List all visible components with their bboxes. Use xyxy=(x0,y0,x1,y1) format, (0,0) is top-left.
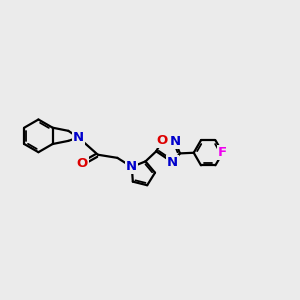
Text: F: F xyxy=(218,146,227,159)
Text: N: N xyxy=(167,156,178,169)
Text: N: N xyxy=(170,135,181,148)
Text: N: N xyxy=(126,160,137,173)
Text: O: O xyxy=(157,134,168,148)
Text: N: N xyxy=(73,131,84,144)
Text: O: O xyxy=(76,157,88,170)
